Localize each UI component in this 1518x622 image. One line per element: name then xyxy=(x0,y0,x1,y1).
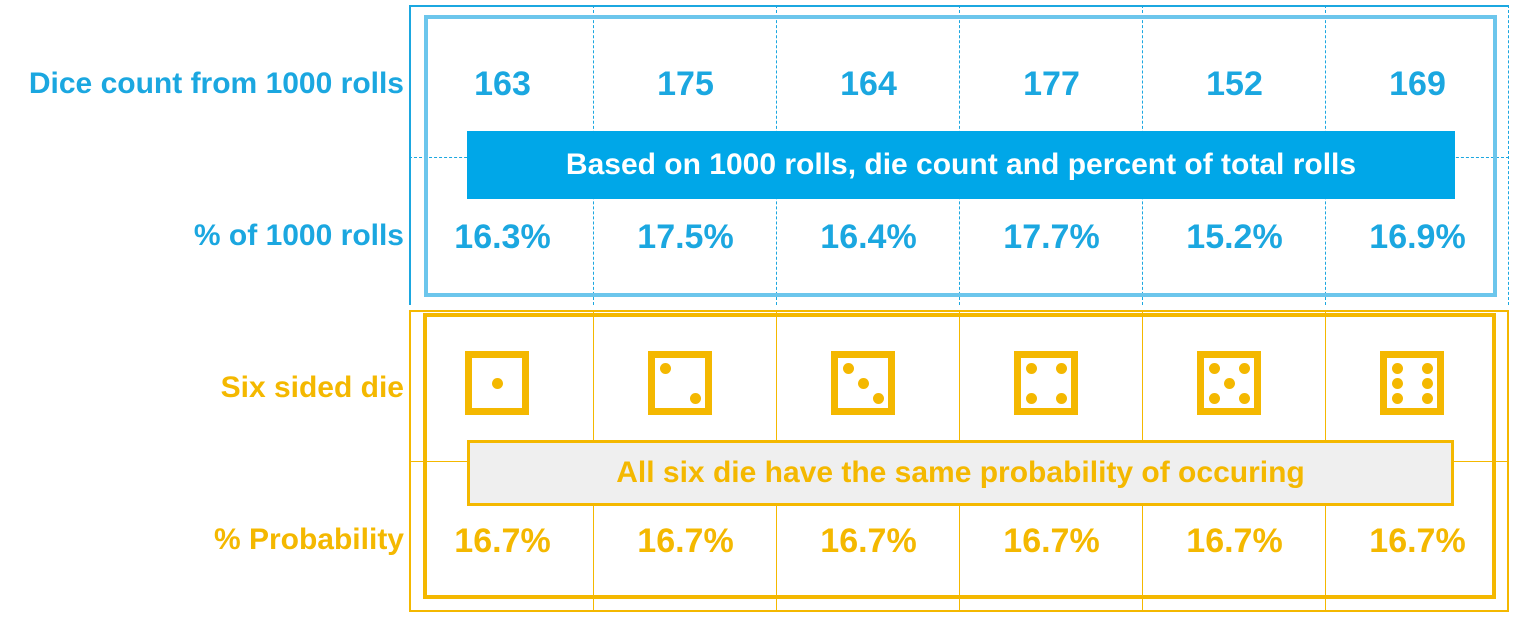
six-sided-die-label: Six sided die xyxy=(220,371,404,404)
dice-count-label: Dice count from 1000 rolls xyxy=(28,67,404,100)
dice-highlight-box xyxy=(423,313,1496,599)
count-value: 175 xyxy=(657,65,714,103)
percent-value: 15.2% xyxy=(1186,218,1283,256)
probability-value: 16.7% xyxy=(1003,522,1100,560)
rolls-banner: Based on 1000 rolls, die count and perce… xyxy=(467,131,1455,199)
percent-value: 16.4% xyxy=(820,218,917,256)
probability-value: 16.7% xyxy=(1369,522,1466,560)
probability-value: 16.7% xyxy=(637,522,734,560)
percent-value: 17.5% xyxy=(637,218,734,256)
percent-rolls-label: % of 1000 rolls xyxy=(193,219,404,252)
die-five-icon xyxy=(1197,351,1261,415)
percent-value: 17.7% xyxy=(1003,218,1100,256)
probability-value: 16.7% xyxy=(454,522,551,560)
rolls-highlight-box xyxy=(424,15,1497,297)
probability-value: 16.7% xyxy=(820,522,917,560)
count-value: 163 xyxy=(474,65,531,103)
percent-value: 16.9% xyxy=(1369,218,1466,256)
percent-value: 16.3% xyxy=(454,218,551,256)
probability-label: % Probability xyxy=(213,523,404,556)
count-value: 152 xyxy=(1206,65,1263,103)
rolls-grid-col-line-6 xyxy=(1508,5,1509,305)
count-value: 164 xyxy=(840,65,897,103)
count-value: 177 xyxy=(1023,65,1080,103)
count-value: 169 xyxy=(1389,65,1446,103)
die-two-icon xyxy=(648,351,712,415)
probability-value: 16.7% xyxy=(1186,522,1283,560)
die-three-icon xyxy=(831,351,895,415)
die-one-icon xyxy=(465,351,529,415)
die-four-icon xyxy=(1014,351,1078,415)
probability-banner: All six die have the same probability of… xyxy=(467,440,1454,506)
die-six-icon xyxy=(1380,351,1444,415)
